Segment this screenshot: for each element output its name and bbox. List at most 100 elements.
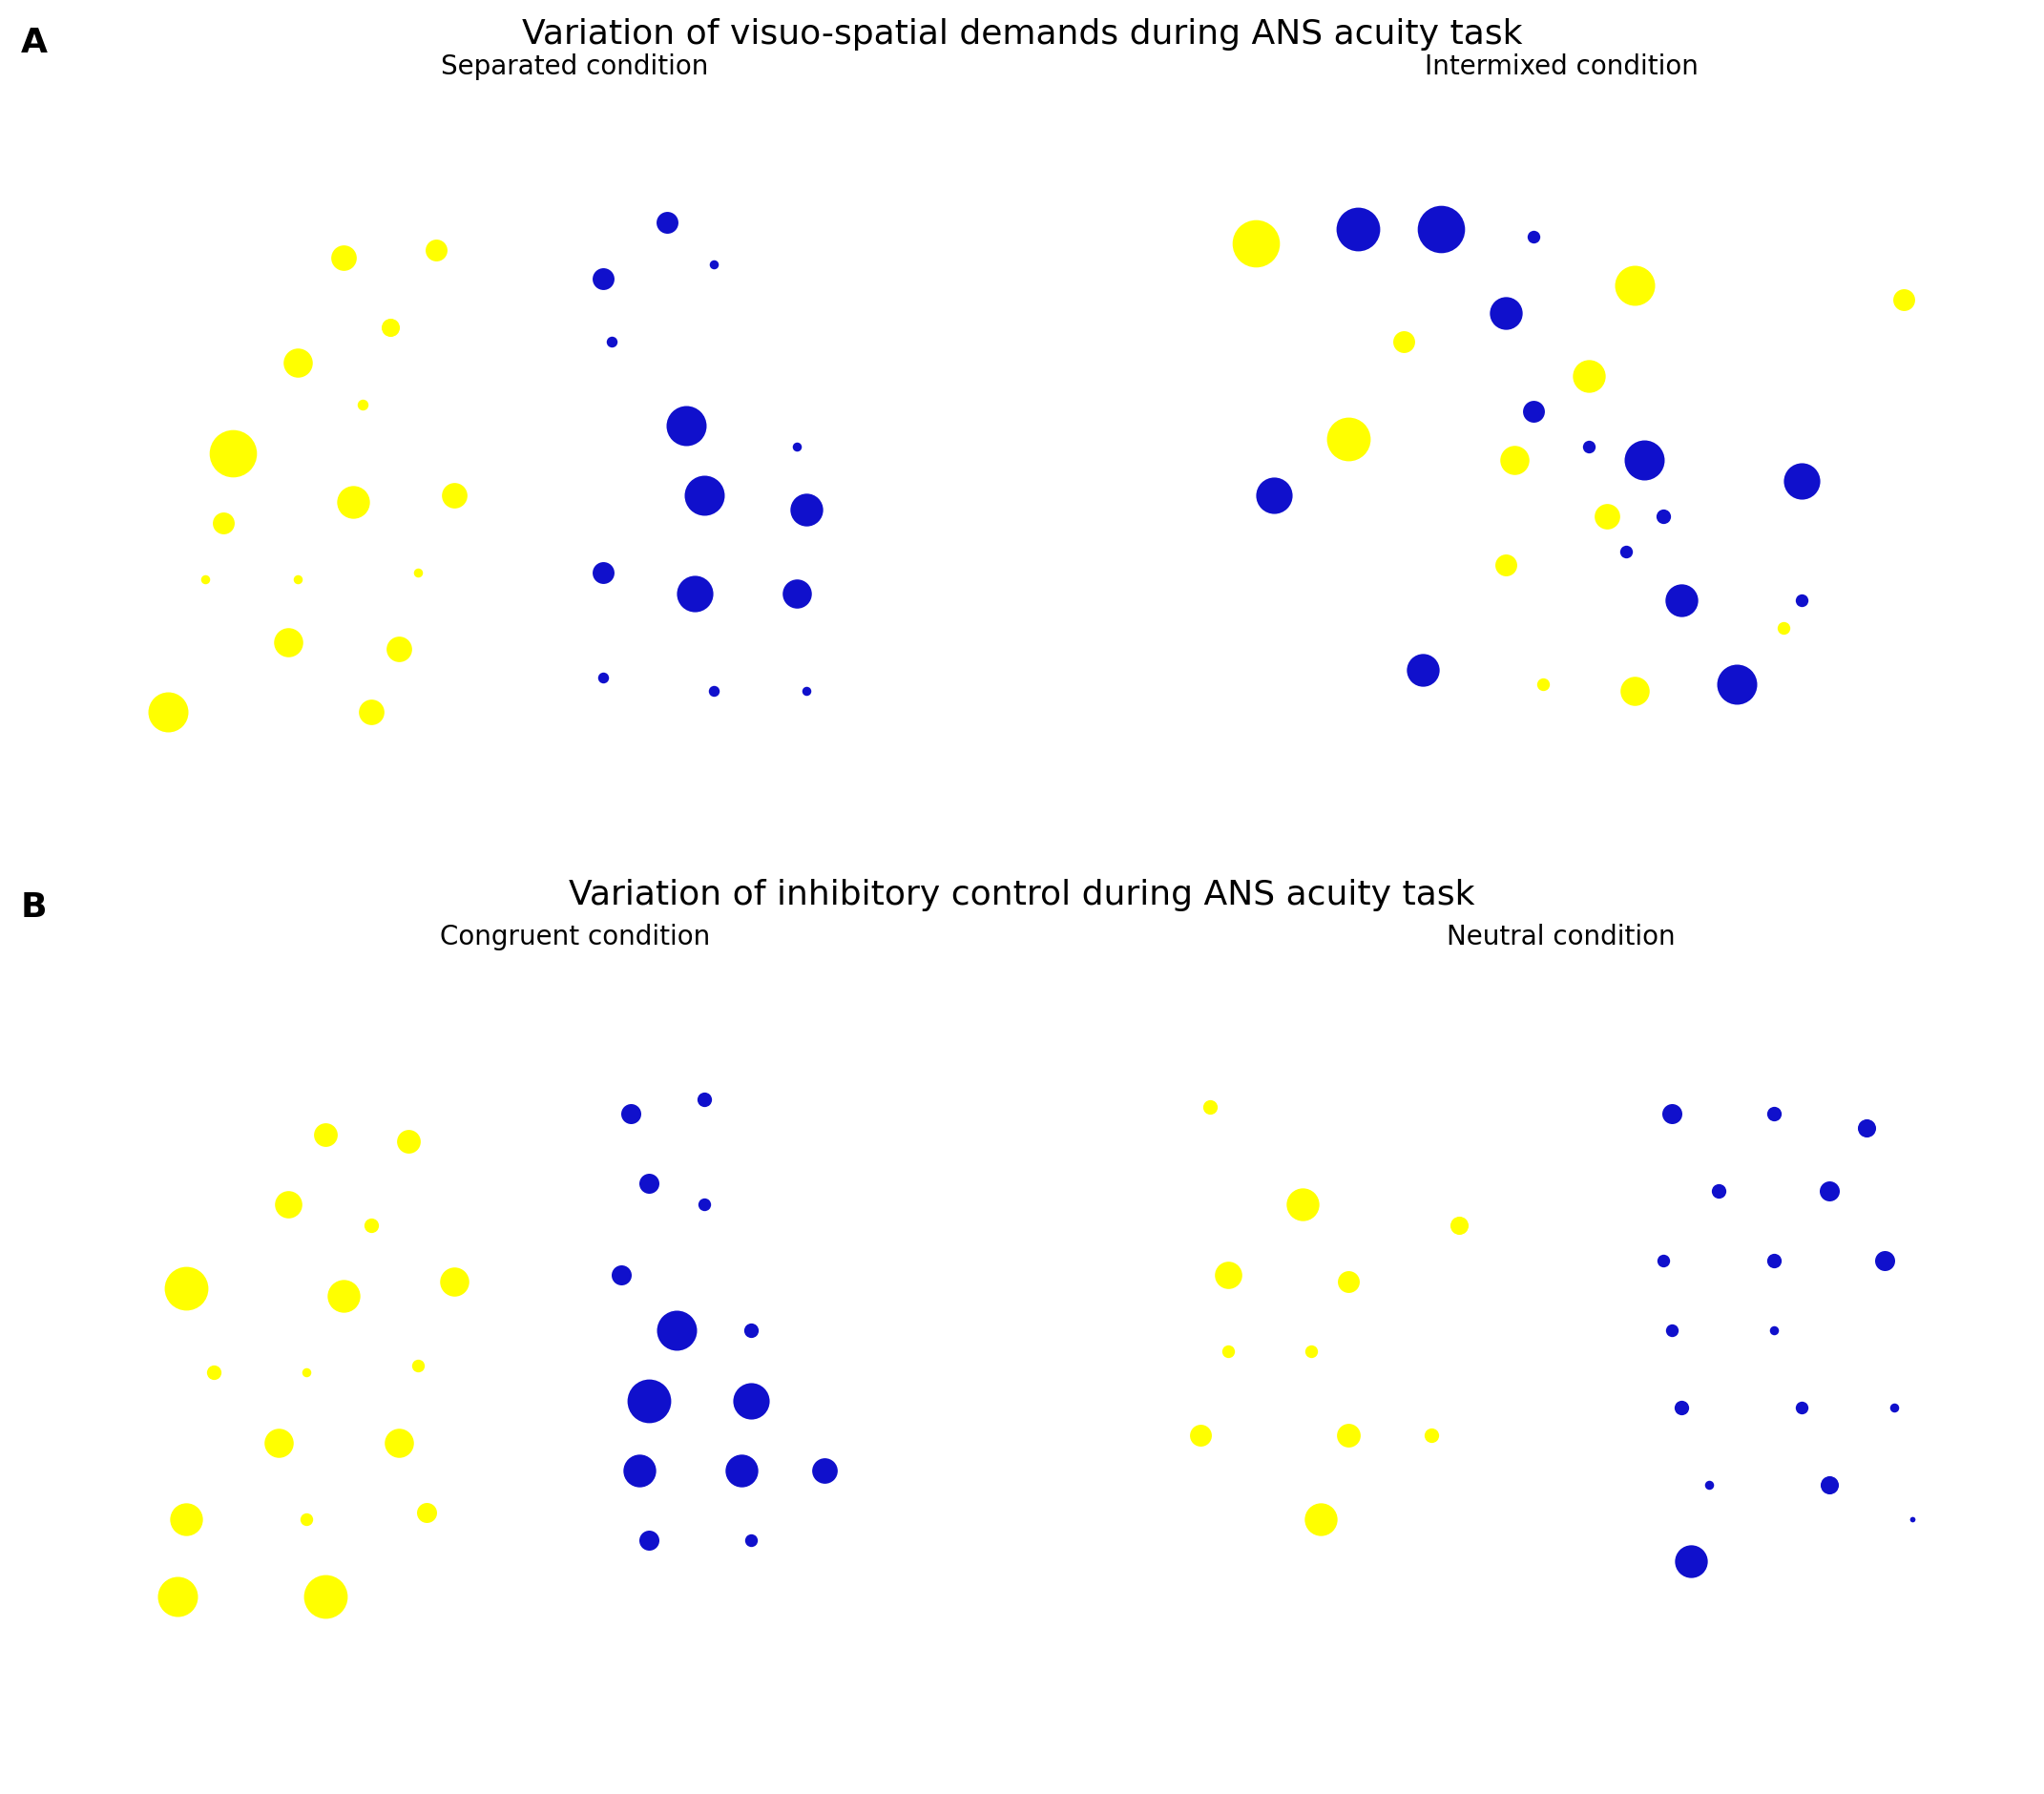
Point — [1304, 1505, 1337, 1534]
Point — [623, 1457, 656, 1485]
Point — [1758, 1317, 1791, 1346]
Point — [170, 1274, 202, 1302]
Point — [290, 1505, 323, 1534]
Point — [1647, 1247, 1680, 1276]
Point — [807, 1457, 840, 1485]
Point — [1406, 657, 1439, 685]
Point — [632, 1387, 664, 1415]
Point — [217, 440, 249, 468]
Point — [392, 1127, 425, 1155]
Point — [1666, 1392, 1699, 1421]
Point — [1194, 1093, 1226, 1121]
Point — [161, 1582, 194, 1611]
Text: Variation of inhibitory control during ANS acuity task: Variation of inhibitory control during A… — [568, 879, 1476, 911]
Point — [1212, 1337, 1245, 1365]
Text: A: A — [20, 27, 47, 59]
Text: Intermixed condition: Intermixed condition — [1425, 54, 1699, 81]
Point — [1572, 432, 1605, 461]
Point — [401, 1351, 433, 1380]
Point — [1868, 1247, 1901, 1276]
Point — [198, 1358, 231, 1387]
Point — [437, 1267, 470, 1295]
Point — [1333, 425, 1365, 454]
Point — [1286, 1189, 1318, 1218]
Point — [613, 1100, 646, 1128]
Point — [781, 432, 814, 461]
Point — [605, 1259, 638, 1288]
Text: Neutral condition: Neutral condition — [1447, 924, 1676, 951]
Point — [587, 264, 619, 292]
Point — [1619, 676, 1652, 705]
Point — [734, 1387, 766, 1415]
Point — [670, 411, 703, 440]
Point — [1758, 1247, 1791, 1276]
Point — [1425, 215, 1457, 244]
Text: Separated condition: Separated condition — [442, 54, 709, 81]
Point — [650, 208, 683, 237]
Point — [587, 558, 619, 587]
Point — [1887, 285, 1919, 314]
Point — [1758, 1100, 1791, 1128]
Point — [1590, 502, 1623, 531]
Point — [1333, 1421, 1365, 1450]
Point — [1490, 300, 1523, 328]
Point — [262, 1428, 294, 1457]
Point — [734, 1317, 766, 1346]
Point — [1656, 1100, 1688, 1128]
Point — [282, 565, 315, 594]
Point — [697, 676, 730, 705]
Text: Variation of visuo-spatial demands during ANS acuity task: Variation of visuo-spatial demands durin… — [521, 18, 1523, 50]
Point — [1212, 1259, 1245, 1288]
Point — [1656, 1317, 1688, 1346]
Point — [1498, 447, 1531, 475]
Point — [689, 1085, 722, 1114]
Point — [309, 1582, 341, 1611]
Point — [401, 558, 433, 587]
Point — [327, 1281, 360, 1310]
Point — [789, 676, 822, 705]
Point — [689, 481, 722, 509]
Point — [632, 1170, 664, 1198]
Point — [1388, 327, 1421, 355]
Point — [151, 698, 184, 727]
Point — [356, 1211, 388, 1240]
Point — [1692, 1469, 1725, 1498]
Point — [1609, 536, 1641, 565]
Point — [1490, 551, 1523, 579]
Point — [382, 1428, 415, 1457]
Point — [1721, 669, 1754, 698]
Point — [1341, 215, 1374, 244]
Point — [1674, 1546, 1707, 1575]
Point — [206, 509, 239, 538]
Point — [374, 312, 407, 341]
Point — [272, 628, 305, 657]
Point — [282, 348, 315, 377]
Point — [781, 579, 814, 608]
Point — [734, 1527, 766, 1555]
Point — [1878, 1392, 1911, 1421]
Point — [170, 1505, 202, 1534]
Point — [1766, 614, 1799, 642]
Point — [290, 1358, 323, 1387]
Point — [1443, 1211, 1476, 1240]
Point — [679, 579, 711, 608]
Point — [1647, 502, 1680, 531]
Point — [1784, 587, 1817, 615]
Point — [595, 327, 628, 355]
Point — [1257, 481, 1290, 509]
Point — [726, 1457, 758, 1485]
Point — [437, 481, 470, 509]
Point — [587, 664, 619, 692]
Point — [660, 1317, 693, 1346]
Point — [1517, 222, 1549, 251]
Point — [327, 242, 360, 271]
Point — [1183, 1421, 1216, 1450]
Point — [697, 249, 730, 278]
Point — [1784, 466, 1817, 495]
Point — [1666, 587, 1699, 615]
Point — [789, 495, 822, 524]
Point — [382, 635, 415, 664]
Point — [1333, 1267, 1365, 1295]
Point — [1813, 1177, 1846, 1206]
Point — [1897, 1505, 1930, 1534]
